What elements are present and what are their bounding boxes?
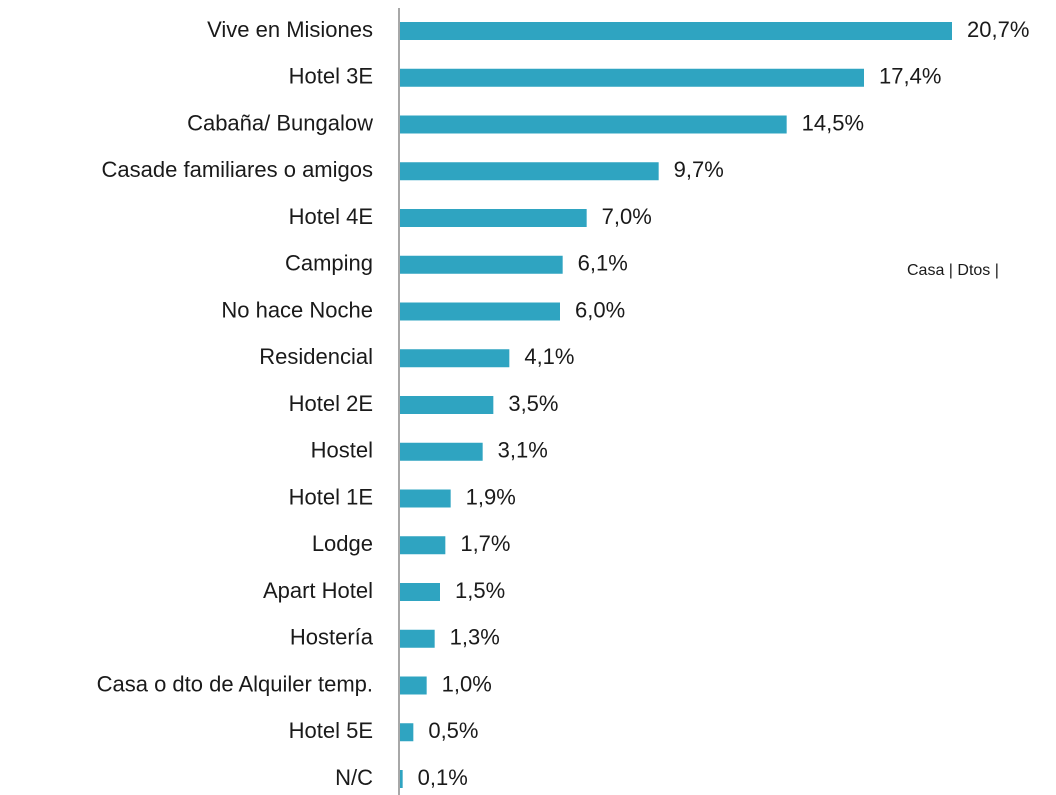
bar [400, 115, 787, 134]
value-label: 6,1% [578, 251, 628, 276]
value-label: 1,0% [442, 671, 492, 696]
bar [400, 583, 440, 601]
bar [400, 442, 483, 461]
category-label: Casa o dto de Alquiler temp. [97, 671, 373, 696]
category-label: Camping [285, 251, 373, 276]
bar [400, 489, 451, 508]
annotation: Casa | Dtos | [907, 262, 999, 279]
value-label: 3,1% [498, 438, 548, 463]
value-label: 20,7% [967, 17, 1029, 42]
bar [400, 723, 414, 742]
value-label: 17,4% [879, 64, 941, 89]
category-label: Casade familiares o amigos [102, 157, 373, 182]
bar [400, 770, 403, 788]
bar [400, 349, 510, 368]
value-label: 1,5% [455, 578, 505, 603]
bar [400, 302, 560, 321]
category-label: Cabaña/ Bungalow [187, 110, 373, 135]
category-label: N/C [335, 765, 373, 790]
category-label: Hotel 5E [289, 718, 373, 743]
bar [400, 396, 494, 414]
value-label: 1,7% [460, 531, 510, 556]
category-label: Apart Hotel [263, 578, 373, 603]
value-label: 9,7% [674, 157, 724, 182]
value-label: 0,1% [418, 765, 468, 790]
category-label: Residencial [259, 344, 373, 369]
bar [400, 68, 864, 87]
value-label: 3,5% [508, 391, 558, 416]
value-label: 7,0% [602, 204, 652, 229]
category-label: Hotel 4E [289, 204, 373, 229]
value-label: 4,1% [524, 344, 574, 369]
category-label: Hotel 3E [289, 64, 373, 89]
value-label: 0,5% [428, 718, 478, 743]
bar [400, 22, 952, 40]
value-label: 1,9% [466, 484, 516, 509]
bar [400, 536, 446, 555]
value-label: 6,0% [575, 297, 625, 322]
category-label: No hace Noche [221, 297, 373, 322]
bar [400, 209, 587, 227]
bar [400, 676, 427, 695]
bar [400, 255, 563, 274]
bar [400, 162, 659, 181]
category-label: Lodge [312, 531, 373, 556]
category-label: Hotel 1E [289, 484, 373, 509]
category-label: Vive en Misiones [207, 17, 373, 42]
bar [400, 629, 435, 648]
value-label: 1,3% [450, 625, 500, 650]
category-label: Hotel 2E [289, 391, 373, 416]
value-label: 14,5% [802, 110, 864, 135]
category-label: Hostería [290, 625, 374, 650]
category-label: Hostel [311, 438, 373, 463]
